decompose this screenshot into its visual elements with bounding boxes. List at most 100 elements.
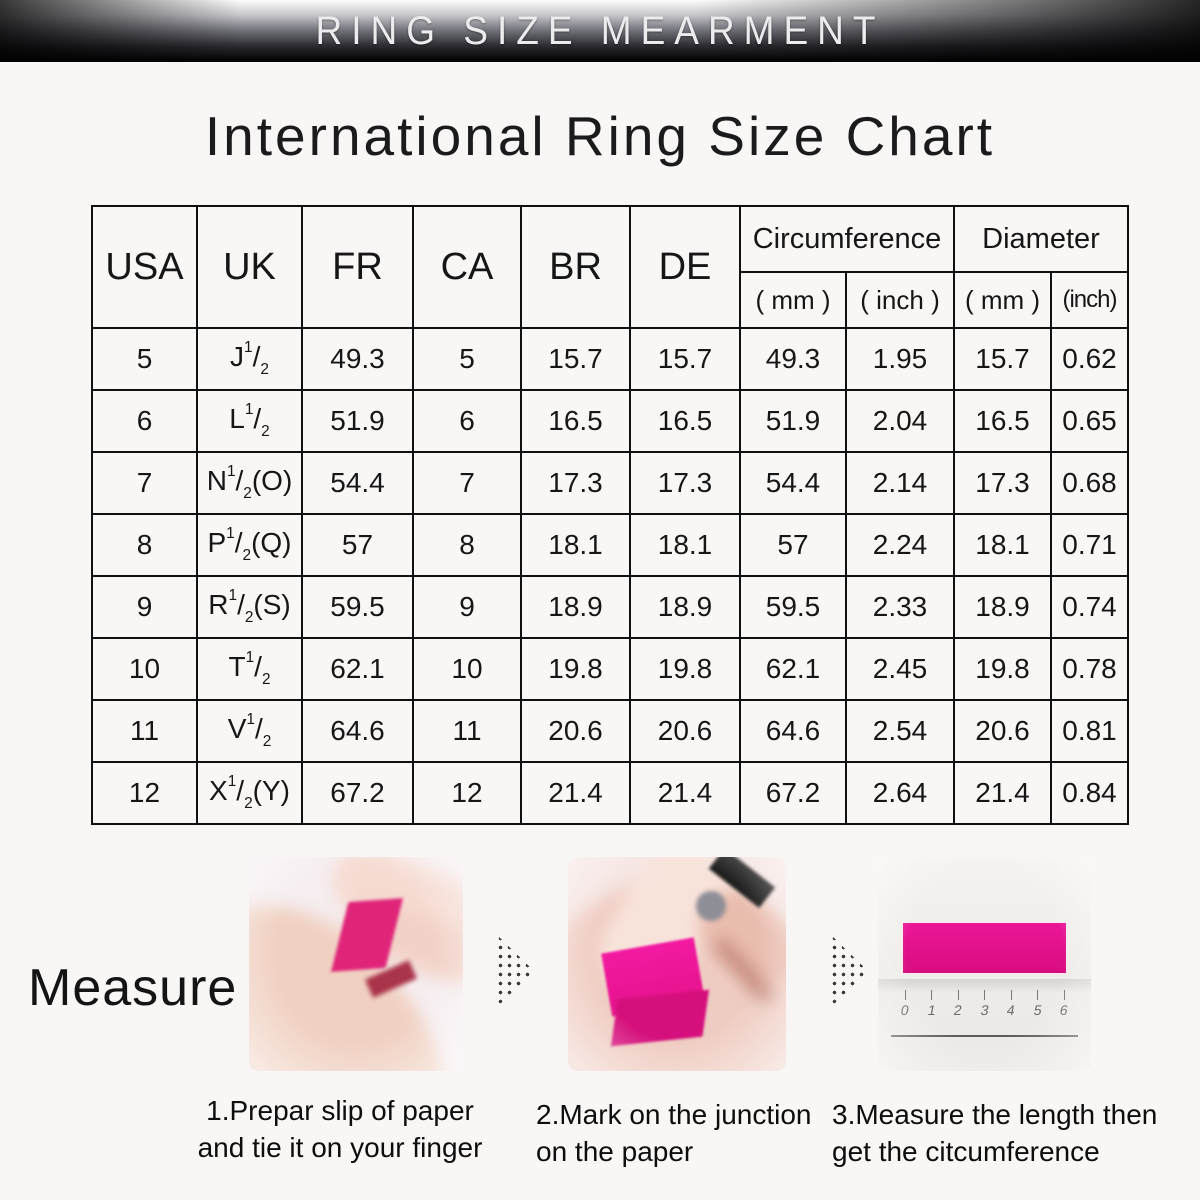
page-title: International Ring Size Chart: [204, 105, 996, 167]
table-cell: 0.81: [1050, 699, 1129, 763]
table-row: 7 N1/2(O) 54.4 7 17.3 17.3 54.4 2.14 17.3 0.68: [91, 451, 1129, 515]
table-cell: 2.45: [845, 637, 955, 701]
banner-title: RING SIZE MEARMENT: [315, 8, 885, 53]
table-cell: 49.3: [739, 327, 847, 391]
caption-line: 3.Measure the length then: [832, 1099, 1158, 1130]
step3-caption: 3.Measure the length then get the citcum…: [832, 1096, 1177, 1170]
table-cell: 7: [91, 451, 198, 515]
table-cell: 16.5: [953, 389, 1052, 453]
table-cell: 62.1: [739, 637, 847, 701]
table-cell: L1/2: [196, 389, 303, 453]
table-row: 5 J1/2 49.3 5 15.7 15.7 49.3 1.95 15.7 0.62: [91, 327, 1129, 391]
table-cell: V1/2: [196, 699, 303, 763]
dotted-arrow-icon: [828, 932, 868, 1010]
table-cell: 19.8: [953, 637, 1052, 701]
table-cell: 11: [91, 699, 198, 763]
table-cell: 21.4: [520, 761, 631, 825]
table-row: 9 R1/2(S) 59.5 9 18.9 18.9 59.5 2.33 18.9 0.74: [91, 575, 1129, 639]
table-cell: N1/2(O): [196, 451, 303, 515]
table-cell: 15.7: [953, 327, 1052, 391]
photo-vignette: [568, 857, 786, 1071]
table-cell: 5: [412, 327, 522, 391]
table-row: 8 P1/2(Q) 57 8 18.1 18.1 57 2.24 18.1 0.71: [91, 513, 1129, 577]
table-cell: 11: [412, 699, 522, 763]
col-header-de: DE: [629, 205, 741, 329]
table-cell: 5: [91, 327, 198, 391]
table-cell: 57: [739, 513, 847, 577]
dotted-arrow-icon: [494, 932, 534, 1010]
caption-line: on the paper: [536, 1136, 694, 1167]
table-row: 11 V1/2 64.6 11 20.6 20.6 64.6 2.54 20.6 0.81: [91, 699, 1129, 763]
step2-caption: 2.Mark on the junction on the paper: [536, 1096, 836, 1170]
caption-line: and tie it on your finger: [197, 1132, 483, 1163]
table-cell: 0.74: [1050, 575, 1129, 639]
table-cell: 6: [412, 389, 522, 453]
table-cell: 10: [91, 637, 198, 701]
table-cell: 67.2: [301, 761, 414, 825]
col-header-br: BR: [520, 205, 631, 329]
table-cell: T1/2: [196, 637, 303, 701]
step3-photo: 0123456: [878, 857, 1091, 1071]
col-header-dia-mm: ( mm ): [953, 271, 1052, 329]
table-cell: 2.04: [845, 389, 955, 453]
table-cell: 0.84: [1050, 761, 1129, 825]
table-cell: 18.9: [629, 575, 741, 639]
table-cell: 18.9: [520, 575, 631, 639]
table-cell: 10: [412, 637, 522, 701]
table-cell: 17.3: [629, 451, 741, 515]
table-cell: 2.14: [845, 451, 955, 515]
table-cell: 0.71: [1050, 513, 1129, 577]
ring-size-table-body: 5 J1/2 49.3 5 15.7 15.7 49.3 1.95 15.7 0.62 6 L1/2 5…: [91, 327, 1129, 825]
col-header-diameter: Diameter: [953, 205, 1129, 273]
table-cell: 15.7: [520, 327, 631, 391]
caption-line: get the citcumference: [832, 1136, 1100, 1167]
col-header-circ-inch: ( inch ): [845, 271, 955, 329]
caption-line: 2.Mark on the junction: [536, 1099, 812, 1130]
photo-vignette: [878, 857, 1091, 1071]
table-row: 10 T1/2 62.1 10 19.8 19.8 62.1 2.45 19.8 0.78: [91, 637, 1129, 701]
table-cell: 16.5: [629, 389, 741, 453]
col-header-dia-inch: (inch): [1050, 271, 1129, 329]
table-cell: 0.62: [1050, 327, 1129, 391]
table-cell: X1/2(Y): [196, 761, 303, 825]
step1-photo: [249, 857, 463, 1071]
table-cell: 2.24: [845, 513, 955, 577]
table-cell: 21.4: [629, 761, 741, 825]
table-cell: R1/2(S): [196, 575, 303, 639]
col-header-uk: UK: [196, 205, 303, 329]
photo-vignette: [249, 857, 463, 1071]
col-header-ca: CA: [412, 205, 522, 329]
col-header-fr: FR: [301, 205, 414, 329]
measure-section-label: Measure: [28, 959, 238, 1017]
table-cell: 64.6: [301, 699, 414, 763]
table-cell: 7: [412, 451, 522, 515]
table-cell: 18.1: [629, 513, 741, 577]
table-cell: 0.78: [1050, 637, 1129, 701]
table-cell: 18.1: [953, 513, 1052, 577]
table-header: USA UK FR CA BR DE Circumference Diamete…: [91, 205, 1129, 329]
table-cell: 20.6: [629, 699, 741, 763]
table-cell: 8: [91, 513, 198, 577]
table-cell: 17.3: [953, 451, 1052, 515]
table-cell: 51.9: [301, 389, 414, 453]
table-cell: 20.6: [953, 699, 1052, 763]
table-cell: 15.7: [629, 327, 741, 391]
table-cell: 8: [412, 513, 522, 577]
table-cell: 17.3: [520, 451, 631, 515]
table-cell: 19.8: [629, 637, 741, 701]
table-cell: 16.5: [520, 389, 631, 453]
table-cell: 12: [91, 761, 198, 825]
table-cell: 49.3: [301, 327, 414, 391]
table-cell: 19.8: [520, 637, 631, 701]
table-cell: 51.9: [739, 389, 847, 453]
col-header-usa: USA: [91, 205, 198, 329]
table-cell: 21.4: [953, 761, 1052, 825]
table-cell: 18.9: [953, 575, 1052, 639]
table-cell: 62.1: [301, 637, 414, 701]
table-cell: 20.6: [520, 699, 631, 763]
ring-size-table: USA UK FR CA BR DE Circumference Diamete…: [91, 205, 1129, 825]
table-cell: J1/2: [196, 327, 303, 391]
table-cell: 9: [412, 575, 522, 639]
table-cell: 64.6: [739, 699, 847, 763]
